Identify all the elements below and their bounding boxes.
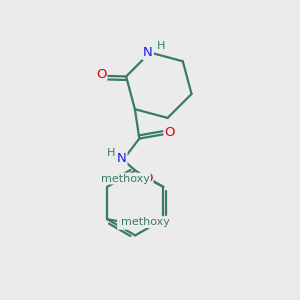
Text: O: O: [164, 126, 175, 139]
Text: H: H: [157, 41, 165, 51]
Text: O: O: [142, 172, 152, 185]
Text: H: H: [106, 148, 115, 158]
Text: N: N: [143, 46, 153, 59]
Text: methoxy: methoxy: [101, 174, 150, 184]
Text: methoxy: methoxy: [121, 217, 170, 227]
Text: O: O: [96, 68, 106, 81]
Text: O: O: [118, 216, 129, 229]
Text: N: N: [117, 152, 127, 165]
